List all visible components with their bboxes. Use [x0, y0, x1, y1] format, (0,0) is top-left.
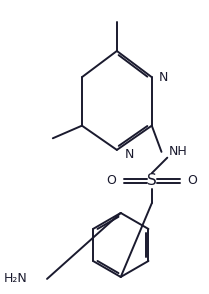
Text: N: N [125, 148, 134, 161]
Text: S: S [147, 173, 157, 188]
Text: H₂N: H₂N [4, 273, 28, 285]
Text: NH: NH [169, 145, 188, 158]
Text: O: O [188, 174, 198, 188]
Text: O: O [106, 174, 116, 188]
Text: N: N [159, 71, 168, 84]
